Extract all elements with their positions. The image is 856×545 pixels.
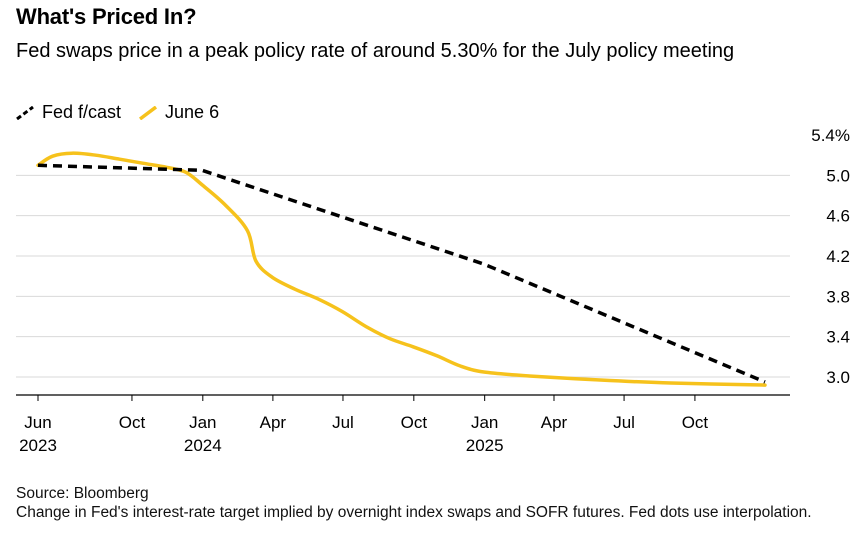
x-tick-label: Jan: [189, 413, 216, 432]
solid-line-swatch-icon: [139, 105, 158, 120]
methodology-note: Change in Fed's interest-rate target imp…: [16, 504, 812, 521]
dashed-line-swatch-icon: [16, 105, 34, 120]
y-tick-label: 5.4%: [811, 126, 850, 145]
x-tick-label: Apr: [541, 413, 568, 432]
legend-label-fed-forecast: Fed f/cast: [42, 102, 122, 122]
x-tick-label: Jun: [24, 413, 51, 432]
chart-title: What's Priced In?: [16, 4, 197, 29]
y-tick-label: 5.0: [826, 166, 850, 185]
legend-item-june-6: June 6: [139, 102, 219, 123]
x-tick-label: Apr: [260, 413, 287, 432]
x-tick-label: Jul: [332, 413, 354, 432]
chart-subtitle: Fed swaps price in a peak policy rate of…: [16, 40, 735, 62]
x-tick-year-label: 2025: [466, 436, 504, 455]
x-tick-year-label: 2024: [184, 436, 222, 455]
source-note: Source: Bloomberg: [16, 485, 149, 502]
chart-legend: Fed f/cast June 6: [16, 102, 237, 123]
y-tick-label: 4.2: [826, 247, 850, 266]
y-tick-label: 3.4: [826, 328, 850, 347]
line-chart: 5.4% 5.0 4.6 4.2 3.8 3.4 3.0 Jun 2023 Oct Jan 2024 A…: [16, 126, 850, 455]
x-tick-label: Jul: [613, 413, 635, 432]
x-tick-label: Oct: [401, 413, 428, 432]
y-tick-label: 4.6: [826, 207, 850, 226]
y-tick-label: 3.0: [826, 368, 850, 387]
x-tick-label: Oct: [119, 413, 146, 432]
legend-item-fed-forecast: Fed f/cast: [16, 102, 121, 123]
legend-label-june-6: June 6: [165, 102, 220, 122]
x-tick-label: Jan: [471, 413, 498, 432]
x-tick-year-label: 2023: [19, 436, 57, 455]
x-tick-label: Oct: [682, 413, 709, 432]
series-line-fed-forecast: [37, 163, 766, 384]
y-tick-label: 3.8: [826, 287, 850, 306]
series-line-june-6: [36, 151, 767, 387]
